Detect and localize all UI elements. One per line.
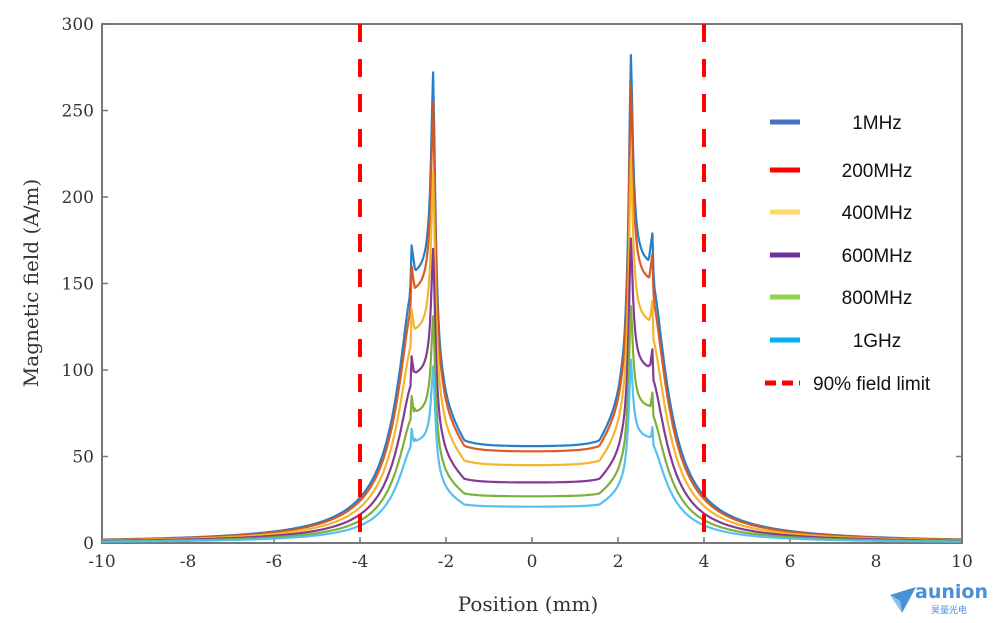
x-tick-label: 10 xyxy=(951,552,973,572)
legend-label: 800MHz xyxy=(842,288,913,309)
y-tick-label: 200 xyxy=(62,188,94,208)
x-tick-label: -6 xyxy=(266,552,283,572)
y-tick-label: 50 xyxy=(72,448,94,468)
series-line-200mhz xyxy=(102,83,962,541)
x-tick-label: 0 xyxy=(527,552,538,572)
legend: 1MHz 200MHz 400MHz 600MHz 800MHz 1GHz 90% fiel… xyxy=(752,24,963,543)
legend-label: 1MHz xyxy=(852,113,902,134)
series-line-400mhz xyxy=(102,156,962,542)
legend-label: 90% field limit xyxy=(813,374,931,395)
brand-subtitle: 昊量光电 xyxy=(931,606,968,616)
x-tick-label: -4 xyxy=(352,552,369,572)
x-tick-label: 2 xyxy=(613,552,624,572)
legend-label: 600MHz xyxy=(842,246,913,267)
x-axis-title: Position (mm) xyxy=(458,592,599,616)
y-tick-label: 0 xyxy=(83,534,94,554)
x-tick-label: -8 xyxy=(180,552,197,572)
y-tick-label: 150 xyxy=(62,275,94,295)
legend-box xyxy=(752,100,962,400)
curves xyxy=(102,54,963,543)
x-tick-label: -10 xyxy=(88,552,115,572)
x-tick-label: 4 xyxy=(699,552,710,572)
reference-lines xyxy=(358,24,706,543)
series-line-1ghz xyxy=(102,358,962,543)
series-line-600mhz xyxy=(102,237,962,542)
brand-watermark: aunion 昊量光电 xyxy=(888,581,992,617)
x-tick-label: 6 xyxy=(785,552,796,572)
y-tick-label: 300 xyxy=(62,15,94,35)
x-tick-label: 8 xyxy=(871,552,882,572)
x-tick-label: -2 xyxy=(438,552,455,572)
legend-label: 200MHz xyxy=(842,161,913,182)
paper-plane-icon xyxy=(890,587,916,613)
brand-name: aunion xyxy=(915,581,988,603)
y-axis-title: Magnetic field (A/m) xyxy=(19,179,43,387)
y-tick-label: 250 xyxy=(62,102,94,122)
y-tick-label: 100 xyxy=(62,361,94,381)
legend-label: 400MHz xyxy=(842,203,913,224)
legend-label: 1GHz xyxy=(853,331,902,352)
